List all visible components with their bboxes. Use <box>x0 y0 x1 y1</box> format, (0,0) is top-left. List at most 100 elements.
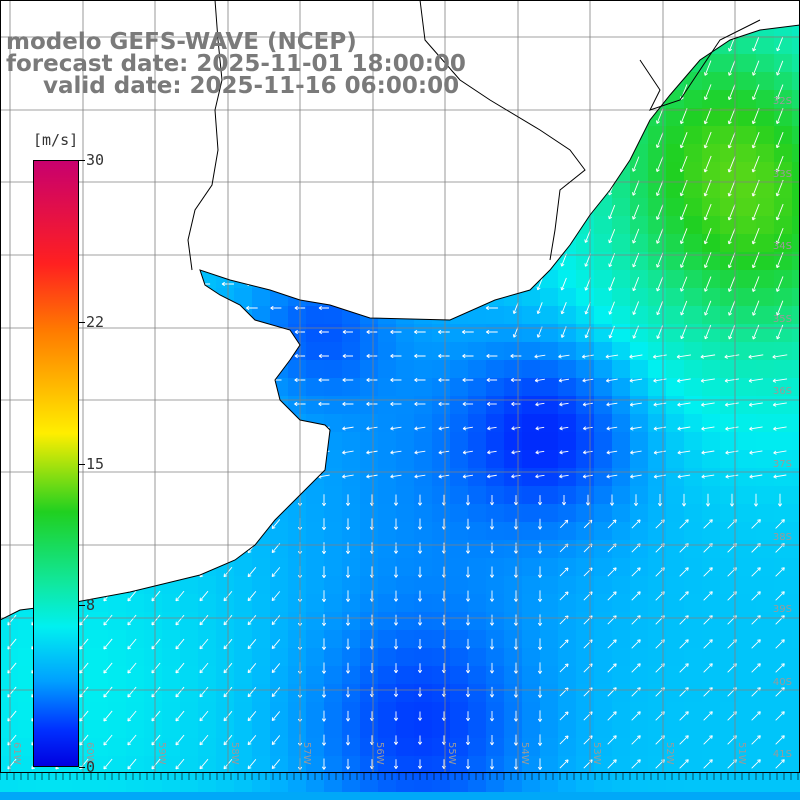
wind-arrow <box>465 518 471 530</box>
wind-arrow <box>125 113 139 119</box>
wind-arrow <box>680 300 688 316</box>
wave-cell <box>702 378 720 396</box>
wind-arrow <box>485 41 499 47</box>
wave-cell <box>774 72 792 90</box>
wave-cell <box>180 558 198 576</box>
colorbar-tick-mark <box>79 464 85 465</box>
wind-arrow <box>390 305 402 311</box>
wave-cell <box>450 504 468 522</box>
wind-arrow <box>149 113 163 119</box>
wave-cell <box>288 234 306 252</box>
wave-cell <box>792 360 800 378</box>
wave-cell <box>324 396 342 414</box>
wave-cell <box>252 630 270 648</box>
wave-cell <box>270 702 288 720</box>
wind-arrow <box>461 113 475 119</box>
wave-cell <box>468 414 486 432</box>
wind-arrow <box>489 686 495 698</box>
lon-label: 58W <box>229 742 240 765</box>
wave-cell <box>198 126 216 144</box>
wave-cell <box>0 216 18 234</box>
wind-arrow <box>175 662 185 674</box>
wave-cell <box>198 594 216 612</box>
wave-cell <box>540 702 558 720</box>
wind-arrow <box>149 353 163 359</box>
wind-arrow <box>461 89 475 95</box>
wave-cell <box>774 450 792 468</box>
wave-cell <box>630 540 648 558</box>
wave-cell <box>342 126 360 144</box>
wave-cell <box>216 432 234 450</box>
wave-cell <box>0 360 18 378</box>
wave-cell <box>360 108 378 126</box>
wind-arrow <box>342 450 354 455</box>
wind-arrow <box>125 377 139 383</box>
wave-cell <box>504 558 522 576</box>
wave-cell <box>378 360 396 378</box>
wave-cell <box>522 432 540 450</box>
wind-arrow <box>462 450 473 455</box>
wind-arrow <box>125 233 139 239</box>
wave-cell <box>432 144 450 162</box>
wave-cell <box>144 306 162 324</box>
wave-cell <box>108 126 126 144</box>
wind-arrow <box>485 161 499 167</box>
wind-arrow <box>631 519 641 529</box>
wave-cell <box>468 306 486 324</box>
wind-arrow <box>271 495 281 506</box>
wave-cell <box>522 540 540 558</box>
wind-arrow <box>77 185 91 191</box>
wave-cell <box>360 468 378 486</box>
wave-cell <box>252 234 270 252</box>
wind-arrow <box>700 378 715 383</box>
wind-arrow <box>437 41 451 47</box>
wave-cell <box>90 396 108 414</box>
wave-cell <box>540 288 558 306</box>
wave-cell <box>774 486 792 504</box>
wind-arrow <box>173 281 187 287</box>
wave-cell <box>756 612 774 630</box>
wave-cell <box>558 486 576 504</box>
wave-cell <box>288 594 306 612</box>
wind-arrow <box>390 401 402 407</box>
wave-cell <box>414 216 432 234</box>
wave-cell <box>468 126 486 144</box>
wind-arrow <box>701 474 715 479</box>
wind-arrow <box>583 639 593 649</box>
wave-cell <box>522 72 540 90</box>
wave-cell <box>738 180 756 198</box>
wave-cell <box>486 720 504 738</box>
wind-arrow <box>486 377 498 383</box>
lon-label: 61W <box>11 742 22 765</box>
wave-cell <box>180 414 198 432</box>
wind-arrow <box>149 426 163 431</box>
wave-cell <box>72 108 90 126</box>
wave-cell <box>468 270 486 288</box>
wind-arrow <box>318 353 329 359</box>
wind-arrow <box>271 615 281 626</box>
wave-cell <box>792 270 800 288</box>
wave-cell <box>738 558 756 576</box>
wave-cell <box>432 108 450 126</box>
wind-arrow <box>608 84 616 100</box>
wave-cell <box>378 126 396 144</box>
wave-cell <box>378 450 396 468</box>
wave-cell <box>198 630 216 648</box>
lon-label: 52W <box>664 742 675 765</box>
wave-cell <box>756 360 774 378</box>
wave-cell <box>414 396 432 414</box>
wave-cell <box>234 468 252 486</box>
wind-arrow <box>103 638 113 650</box>
wave-cell <box>702 126 720 144</box>
wave-cell <box>558 612 576 630</box>
wave-cell <box>450 702 468 720</box>
wave-cell <box>630 360 648 378</box>
wave-cell <box>756 36 774 54</box>
wave-cell <box>144 702 162 720</box>
wind-arrow <box>751 179 760 197</box>
wave-cell <box>558 738 576 756</box>
wind-arrow <box>629 402 642 407</box>
wind-arrow <box>438 329 450 335</box>
wave-cell <box>684 54 702 72</box>
lat-label: 33S <box>773 169 792 180</box>
